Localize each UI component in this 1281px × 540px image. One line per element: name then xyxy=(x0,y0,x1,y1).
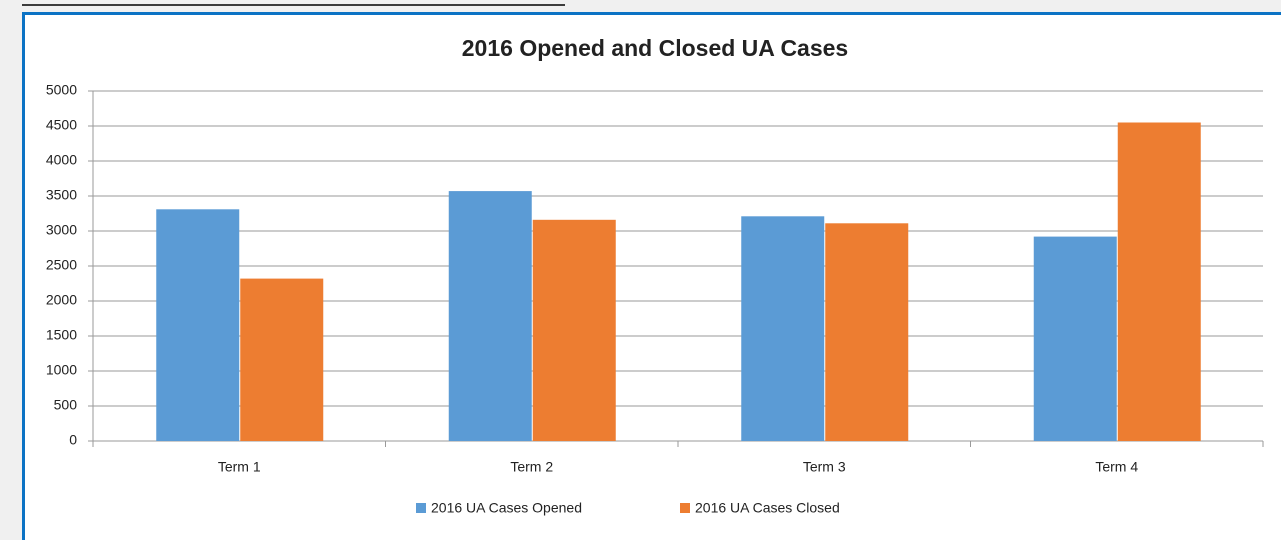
legend-swatch xyxy=(416,503,426,513)
bar xyxy=(532,219,616,441)
y-tick-label: 1000 xyxy=(46,362,77,378)
y-tick-label: 1500 xyxy=(46,327,77,343)
y-tick-label: 3500 xyxy=(46,187,77,203)
y-tick-label: 3000 xyxy=(46,222,77,238)
y-tick-label: 4500 xyxy=(46,117,77,133)
x-tick-label: Term 4 xyxy=(1095,459,1138,475)
y-tick-label: 2000 xyxy=(46,292,77,308)
bar xyxy=(1117,122,1201,441)
y-tick-label: 2500 xyxy=(46,257,77,273)
x-tick-label: Term 1 xyxy=(218,459,261,475)
bar xyxy=(741,216,825,441)
bar xyxy=(1033,236,1117,441)
y-tick-label: 4000 xyxy=(46,152,77,168)
y-tick-label: 500 xyxy=(54,397,78,413)
legend-label: 2016 UA Cases Opened xyxy=(431,500,582,516)
bar xyxy=(448,191,532,441)
bar xyxy=(240,278,324,441)
x-tick-label: Term 3 xyxy=(803,459,846,475)
bar xyxy=(825,223,909,441)
legend-swatch xyxy=(680,503,690,513)
chart-title: 2016 Opened and Closed UA Cases xyxy=(462,35,848,61)
x-tick-label: Term 2 xyxy=(510,459,553,475)
y-tick-label: 0 xyxy=(69,432,77,448)
y-tick-label: 5000 xyxy=(46,82,77,98)
bar xyxy=(156,209,240,441)
legend-label: 2016 UA Cases Closed xyxy=(695,500,840,516)
